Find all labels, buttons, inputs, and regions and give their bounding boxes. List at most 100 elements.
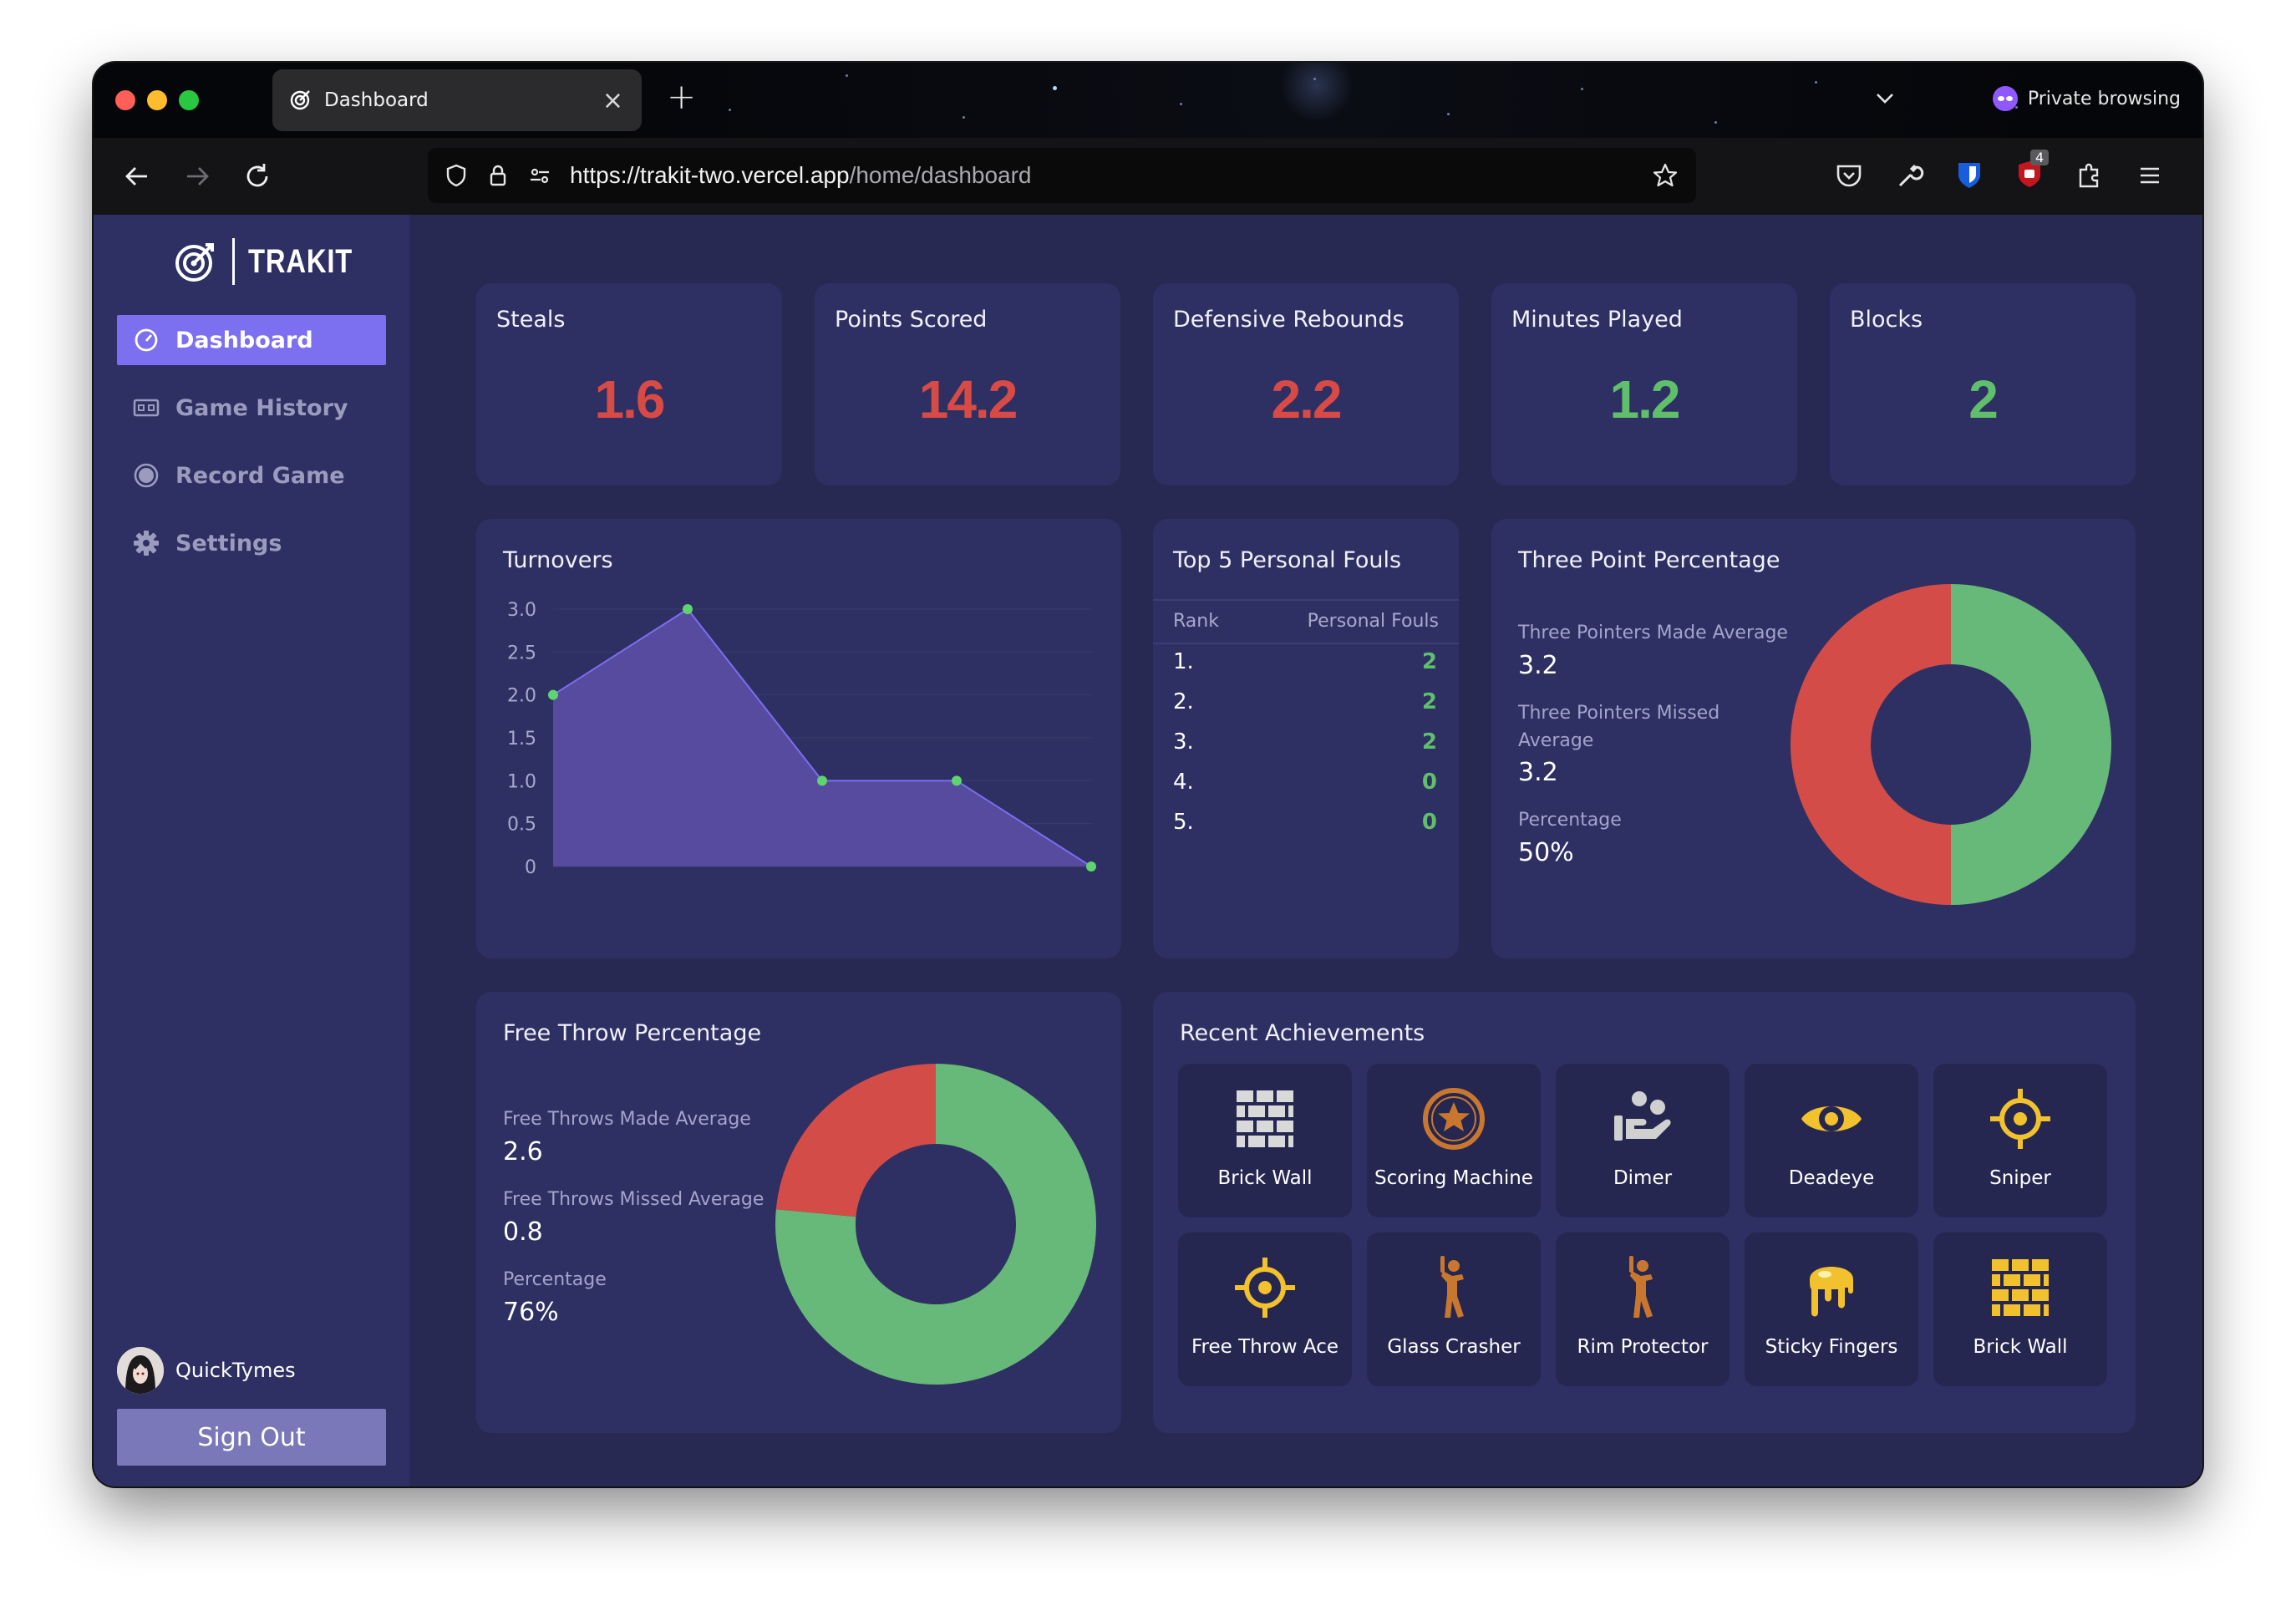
donut-slice-made[interactable] — [1951, 584, 2111, 905]
back-arrow-icon[interactable] — [120, 160, 154, 193]
chart-title: Turnovers — [503, 547, 613, 573]
donut-slice-made[interactable] — [775, 1064, 1096, 1385]
sign-out-button[interactable]: Sign Out — [117, 1409, 386, 1466]
table-row: 1. 2 — [1173, 649, 1437, 688]
column-header-personal-fouls: Personal Fouls — [1307, 611, 1439, 632]
achievement-label: Brick Wall — [1973, 1336, 2068, 1358]
zoom-window-button[interactable] — [179, 90, 199, 110]
sidebar-item-game-history[interactable]: Game History — [117, 383, 386, 433]
achievements-grid: Brick Wall Scoring Machine Dimer — [1178, 1064, 2107, 1386]
user-profile: QuickTymes — [117, 1347, 296, 1394]
extensions-puzzle-icon[interactable] — [2072, 158, 2107, 193]
data-point[interactable] — [683, 604, 693, 614]
url-host: https://trakit-two.vercel.app — [570, 162, 850, 188]
sidebar-item-label: Dashboard — [175, 327, 313, 353]
rank-cell: 4. — [1173, 770, 1194, 795]
stat-label: Blocks — [1850, 307, 1923, 333]
data-point[interactable] — [817, 775, 827, 786]
achievement-tile[interactable]: Sticky Fingers — [1745, 1232, 1918, 1386]
achievement-tile[interactable]: Brick Wall — [1933, 1232, 2107, 1386]
stat-label: Defensive Rebounds — [1173, 307, 1405, 333]
permissions-icon[interactable] — [526, 162, 553, 189]
new-tab-button[interactable]: + — [667, 76, 697, 117]
stat-label: Steals — [496, 307, 566, 333]
stat-card-blocks: Blocks 2 — [1830, 283, 2136, 485]
ublock-extension-button[interactable]: 4 — [2012, 150, 2052, 196]
assist-hand-icon — [1614, 1091, 1671, 1141]
hamburger-menu-icon[interactable] — [2132, 158, 2167, 193]
chevron-down-icon[interactable] — [1873, 86, 1897, 109]
minimize-window-button[interactable] — [147, 90, 167, 110]
tab-dashboard[interactable]: Dashboard × — [272, 69, 642, 131]
stat-card-defensive-rebounds: Defensive Rebounds 2.2 — [1153, 283, 1459, 485]
lock-icon[interactable] — [485, 162, 511, 189]
achievement-tile[interactable]: Rim Protector — [1556, 1232, 1730, 1386]
achievement-tile[interactable]: Deadeye — [1745, 1064, 1918, 1217]
card-title: Three Point Percentage — [1518, 547, 1780, 573]
app-logo[interactable]: TRAKIT — [174, 238, 376, 285]
bookmark-star-icon[interactable] — [1651, 161, 1679, 190]
gauge-icon — [132, 326, 160, 354]
shield-icon[interactable] — [443, 162, 470, 189]
url-text[interactable]: https://trakit-two.vercel.app/home/dashb… — [570, 162, 1651, 189]
achievement-tile[interactable]: Brick Wall — [1178, 1064, 1352, 1217]
fouls-cell: 0 — [1421, 770, 1437, 795]
achievement-tile[interactable]: Sniper — [1933, 1064, 2107, 1217]
pocket-icon[interactable] — [1831, 158, 1867, 193]
navigation-bar: https://trakit-two.vercel.app/home/dashb… — [94, 138, 2202, 216]
data-point[interactable] — [1086, 861, 1096, 872]
sidebar-item-record-game[interactable]: Record Game — [117, 450, 386, 501]
ublock-shield-icon — [2019, 161, 2040, 187]
sidebar-item-settings[interactable]: Settings — [117, 518, 386, 568]
stat-value: 2.2 — [1271, 369, 1343, 429]
table-title: Top 5 Personal Fouls — [1173, 547, 1402, 573]
table-row: 3. 2 — [1173, 729, 1437, 768]
turnovers-card: Turnovers 0 0.5 1.0 1.5 2.0 2.5 3.0 — [476, 519, 1121, 958]
eye-icon — [1801, 1106, 1862, 1131]
sidebar-item-label: Settings — [175, 530, 282, 556]
donut-slice-missed[interactable] — [775, 1064, 936, 1217]
rank-cell: 1. — [1173, 649, 1194, 674]
data-point[interactable] — [952, 775, 962, 786]
private-mask-icon — [1992, 86, 2018, 111]
brick-wall-icon — [1237, 1090, 1293, 1147]
table-row: 5. 0 — [1173, 810, 1437, 848]
stat-value: 14.2 — [918, 369, 1018, 429]
achievement-tile[interactable]: Free Throw Ace — [1178, 1232, 1352, 1386]
achievement-label: Sniper — [1989, 1167, 2051, 1189]
forward-arrow-icon[interactable] — [180, 160, 214, 193]
missed-average-value: 3.2 — [1518, 758, 1558, 787]
sidebar-item-label: Game History — [175, 394, 348, 421]
browser-window: Dashboard × + Private browsing — [94, 63, 2202, 1486]
sidebar: TRAKIT Dashboard Game History — [94, 215, 409, 1486]
fouls-cell: 2 — [1421, 649, 1437, 674]
star-badge-icon — [1423, 1088, 1485, 1150]
achievement-tile[interactable]: Dimer — [1556, 1064, 1730, 1217]
close-tab-icon[interactable]: × — [602, 85, 623, 115]
address-bar[interactable]: https://trakit-two.vercel.app/home/dashb… — [428, 148, 1696, 203]
y-tick-label: 0.5 — [507, 815, 536, 836]
stat-card-points-scored: Points Scored 14.2 — [815, 283, 1120, 485]
reload-icon[interactable] — [241, 160, 274, 193]
achievement-tile[interactable]: Scoring Machine — [1367, 1064, 1541, 1217]
stat-label: Points Scored — [835, 307, 988, 333]
sidebar-item-dashboard[interactable]: Dashboard — [117, 315, 386, 365]
achievement-label: Free Throw Ace — [1191, 1336, 1338, 1358]
achievement-label: Scoring Machine — [1374, 1167, 1533, 1189]
data-point[interactable] — [548, 689, 558, 700]
bitwarden-shield-icon[interactable] — [1952, 158, 1987, 193]
y-tick-label: 2.5 — [507, 643, 536, 663]
donut-slice-missed[interactable] — [1791, 584, 1951, 905]
url-path: /home/dashboard — [849, 162, 1032, 188]
fouls-cell: 2 — [1421, 729, 1437, 755]
achievement-tile[interactable]: Glass Crasher — [1367, 1232, 1541, 1386]
target-logo-icon — [175, 243, 214, 282]
free-throw-donut-chart — [775, 1064, 1096, 1385]
wrench-icon[interactable] — [1892, 158, 1927, 193]
personal-fouls-card: Top 5 Personal Fouls Rank Personal Fouls… — [1153, 519, 1459, 958]
close-window-button[interactable] — [115, 90, 135, 110]
slime-icon — [1810, 1267, 1853, 1317]
achievement-label: Deadeye — [1788, 1167, 1875, 1189]
made-average-value: 2.6 — [503, 1137, 543, 1166]
y-tick-label: 1.5 — [507, 729, 536, 750]
